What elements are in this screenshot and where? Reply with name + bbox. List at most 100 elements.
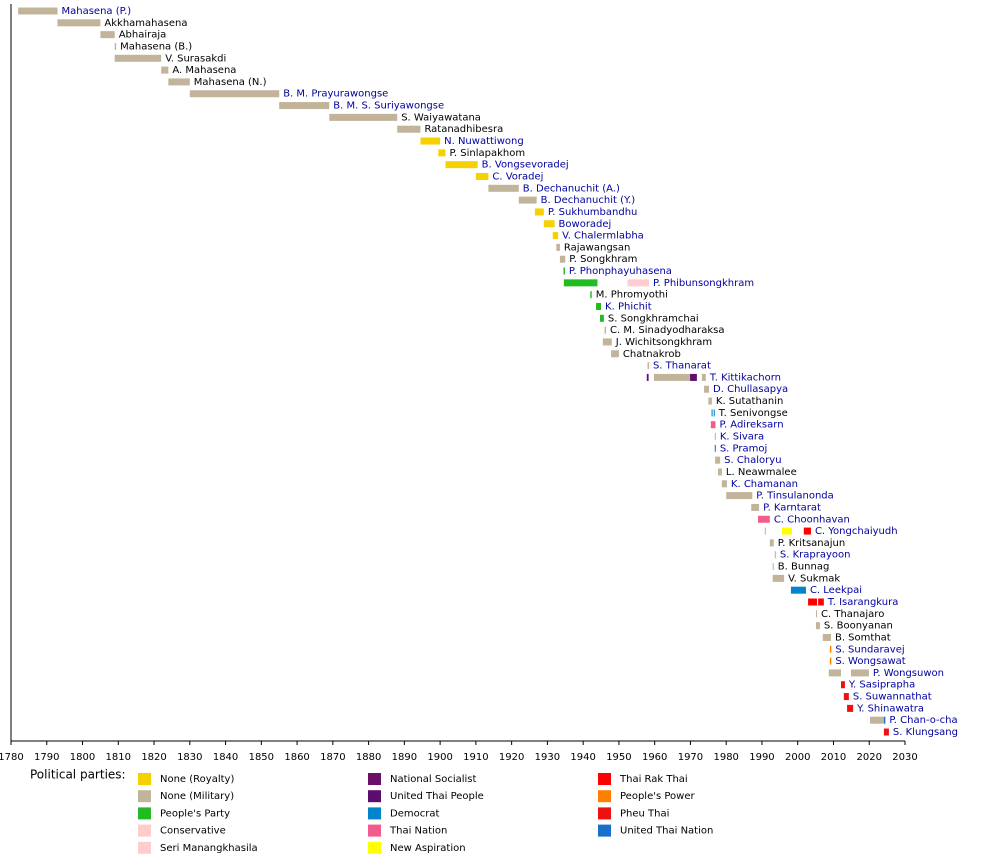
legend-label: New Aspiration bbox=[390, 843, 466, 854]
term-bar bbox=[851, 669, 869, 677]
row-label: Mahasena (P.) bbox=[61, 6, 131, 17]
row-label: S. Pramoj bbox=[720, 443, 767, 454]
row-label: Y. Shinawatra bbox=[856, 703, 924, 714]
legend-label: Democrat bbox=[390, 808, 439, 819]
row-label: V. Chalermlabha bbox=[562, 231, 644, 242]
x-tick-label: 1900 bbox=[427, 752, 452, 763]
row-label: P. Sukhumbandhu bbox=[548, 207, 638, 218]
x-tick-label: 1800 bbox=[70, 752, 95, 763]
term-bar bbox=[653, 373, 691, 381]
x-tick-label: 1830 bbox=[177, 752, 202, 763]
x-tick-label: 2000 bbox=[785, 752, 810, 763]
term-bar bbox=[803, 527, 811, 535]
row-label: S. Songkhramchai bbox=[608, 313, 699, 324]
term-bar bbox=[279, 102, 330, 110]
legend-swatch bbox=[138, 824, 151, 837]
term-bar bbox=[420, 137, 441, 145]
term-bar bbox=[847, 704, 854, 712]
term-bar bbox=[721, 480, 727, 488]
term-bar bbox=[599, 314, 604, 322]
term-bar bbox=[715, 456, 721, 464]
row-label: P. Phibunsongkhram bbox=[653, 278, 754, 289]
row-label: Mahasena (N.) bbox=[194, 77, 267, 88]
row-label: S. Kraprayoon bbox=[780, 550, 851, 561]
legend-swatch bbox=[368, 824, 381, 837]
legend-swatch bbox=[598, 824, 611, 837]
row-label: N. Nuwattiwong bbox=[444, 136, 524, 147]
x-tick-label: 1980 bbox=[713, 752, 738, 763]
term-bar bbox=[552, 232, 559, 240]
row-label: P. Karntarat bbox=[763, 502, 821, 513]
term-bar bbox=[769, 539, 774, 547]
term-bar bbox=[543, 220, 555, 228]
term-bar bbox=[808, 598, 818, 606]
term-bar bbox=[774, 551, 776, 559]
legend-swatch bbox=[138, 841, 151, 854]
term-bar bbox=[772, 563, 774, 571]
term-bar bbox=[751, 503, 760, 511]
legend-label: Seri Manangkhasila bbox=[160, 843, 258, 854]
row-label: T. Kittikachorn bbox=[709, 372, 781, 383]
term-bar bbox=[518, 196, 537, 204]
term-bar bbox=[57, 19, 101, 27]
term-bar bbox=[704, 385, 710, 393]
row-label: Akkhamahasena bbox=[104, 18, 187, 29]
term-bar bbox=[829, 657, 832, 665]
term-bar bbox=[790, 586, 806, 594]
legend-label: Thai Nation bbox=[389, 826, 447, 837]
x-tick-label: 1820 bbox=[141, 752, 166, 763]
term-bar bbox=[100, 31, 115, 39]
x-tick-label: 1960 bbox=[642, 752, 667, 763]
term-bar bbox=[189, 90, 280, 98]
x-tick-label: 1920 bbox=[499, 752, 524, 763]
term-bar bbox=[590, 291, 592, 299]
term-bar bbox=[475, 172, 489, 180]
x-tick-label: 1860 bbox=[284, 752, 309, 763]
term-bar bbox=[822, 633, 831, 641]
legend-swatch bbox=[368, 841, 381, 854]
row-label: Ratanadhibesra bbox=[424, 124, 503, 135]
term-bar bbox=[714, 433, 716, 441]
row-label: K. Phichit bbox=[605, 302, 652, 313]
x-tick-label: 1880 bbox=[356, 752, 381, 763]
term-bar bbox=[781, 527, 792, 535]
row-label: D. Chullasapya bbox=[713, 384, 788, 395]
row-label: T. Senivongse bbox=[718, 408, 788, 419]
row-label: Mahasena (B.) bbox=[120, 41, 192, 52]
legend-swatch bbox=[368, 790, 381, 803]
term-bar bbox=[602, 338, 612, 346]
term-bar bbox=[713, 409, 715, 417]
row-label: P. Adireksarn bbox=[719, 420, 783, 431]
row-label: Rajawangsan bbox=[564, 242, 630, 253]
legend-swatch bbox=[368, 807, 381, 820]
legend-swatch bbox=[138, 773, 151, 785]
term-bar bbox=[563, 267, 565, 275]
term-bar bbox=[445, 161, 478, 169]
x-tick-label: 1780 bbox=[0, 752, 24, 763]
term-bar bbox=[701, 373, 706, 381]
legend-swatch bbox=[598, 807, 611, 820]
row-label: Boworadej bbox=[559, 219, 612, 230]
legend-label: National Socialist bbox=[390, 774, 476, 785]
row-label: C. Choonhavan bbox=[774, 514, 850, 525]
row-label: S. Sundaravej bbox=[835, 644, 904, 655]
row-label: V. Surasakdi bbox=[165, 53, 226, 64]
row-label: S. Thanarat bbox=[653, 361, 711, 372]
row-label: V. Sukmak bbox=[788, 573, 840, 584]
term-bar bbox=[883, 716, 886, 724]
legend-label: United Thai People bbox=[390, 791, 484, 802]
term-bar bbox=[758, 515, 770, 523]
x-tick-label: 1940 bbox=[570, 752, 595, 763]
legend-label: People's Party bbox=[160, 808, 230, 819]
x-tick-label: 1950 bbox=[606, 752, 631, 763]
row-label: P. Songkhram bbox=[569, 254, 637, 265]
row-label: K. Chamanan bbox=[731, 479, 798, 490]
legend-label: None (Royalty) bbox=[160, 774, 234, 785]
term-bar bbox=[711, 409, 713, 417]
row-label: C. Voradej bbox=[492, 171, 543, 182]
legend-label: None (Military) bbox=[160, 791, 234, 802]
legend-label: United Thai Nation bbox=[620, 826, 713, 837]
x-tick-label: 1910 bbox=[463, 752, 488, 763]
